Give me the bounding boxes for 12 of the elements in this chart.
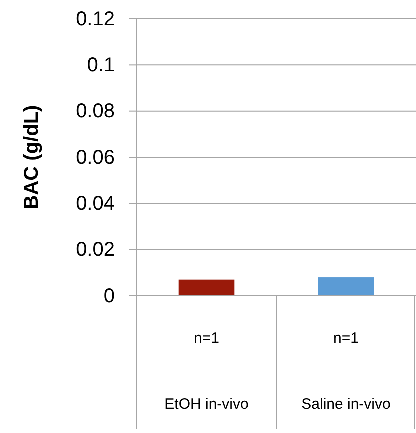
y-tick-label: 0.06 — [76, 146, 115, 169]
x-tick-label: EtOH in-vivo — [164, 396, 249, 413]
y-tick-label: 0.08 — [76, 100, 115, 123]
y-tick-label: 0.12 — [76, 8, 115, 30]
y-tick-label: 0 — [104, 285, 115, 308]
y-axis-title: BAC (g/dL) — [21, 105, 43, 210]
y-tick-label: 0.02 — [76, 239, 115, 262]
text: n=1 — [194, 330, 220, 347]
y-tick-label: 0.04 — [76, 193, 115, 216]
x-tick-label: Saline in-vivo — [302, 396, 391, 413]
text: n=1 — [334, 330, 359, 347]
y-tick-label: 0.1 — [87, 54, 115, 77]
